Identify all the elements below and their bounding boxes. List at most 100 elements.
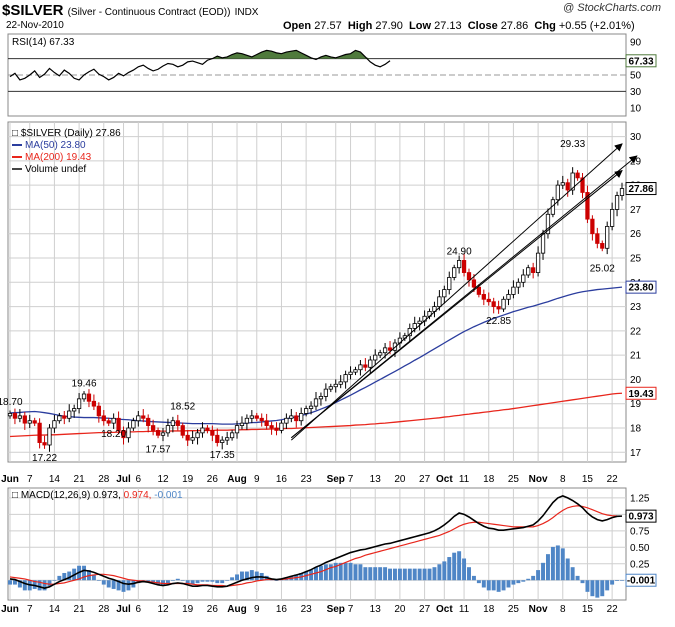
macd-x-tick-label: 14 [49, 604, 61, 615]
rsi-title: RSI(14) 67.33 [12, 37, 75, 48]
price-x-tick-label: 28 [98, 474, 110, 485]
candle-body [225, 437, 230, 441]
macd-x-tick-label: 13 [370, 604, 382, 615]
candle-body [299, 413, 304, 422]
price-box-label: 23.80 [628, 283, 653, 294]
candle-body [200, 427, 205, 434]
price-x-tick-label: 8 [560, 474, 566, 485]
macd-histogram-bar [590, 580, 595, 597]
macd-histogram-bar [111, 580, 116, 589]
price-y-tick-label: 19 [630, 399, 642, 410]
candle-body [526, 267, 531, 276]
macd-histogram-bar [210, 580, 215, 582]
price-x-tick-label: 7 [27, 474, 33, 485]
macd-histogram-bar [37, 580, 42, 591]
macd-histogram-bar [437, 564, 442, 581]
chg-value: +0.55 (+2.01%) [558, 20, 635, 32]
macd-x-tick-label: 26 [207, 604, 219, 615]
macd-histogram-bar [239, 571, 244, 581]
candle-body [452, 267, 457, 278]
macd-histogram-bar [318, 565, 323, 581]
macd-histogram-bar [392, 568, 397, 581]
candle-body [382, 347, 388, 354]
price-annotation: 17.57 [146, 444, 171, 455]
macd-histogram-bar [215, 580, 220, 584]
macd-x-tick-label: 25 [508, 604, 520, 615]
price-y-tick-label: 29 [630, 156, 642, 167]
price-annotation: 18.20 [101, 429, 126, 440]
macd-histogram-bar [17, 580, 22, 588]
macd-x-tick-label: 7 [348, 604, 354, 615]
candle-body [580, 177, 585, 193]
candle-body [545, 213, 551, 235]
legend-entry: MA(50) 23.80 [25, 140, 86, 151]
macd-title: □ MACD(12,26,9) 0.973, 0.974, -0.001 [12, 490, 183, 501]
macd-histogram-bar [205, 580, 210, 582]
candle-body [348, 371, 353, 375]
candle-body [220, 439, 225, 443]
candle-body [146, 417, 151, 426]
candle-body [234, 425, 240, 434]
price-y-tick-label: 27 [630, 205, 642, 216]
candle-body [274, 427, 279, 431]
price-annotation: 25.02 [590, 264, 615, 275]
price-box-box [625, 386, 657, 400]
macd-histogram-bar [462, 558, 467, 581]
macd-x-tick-label: Jul [116, 604, 131, 615]
candle-body [12, 413, 18, 419]
candle-body [284, 417, 289, 424]
macd-histogram-bar [175, 578, 180, 581]
macd-x-tick-label: 19 [182, 604, 194, 615]
candle-body [560, 182, 565, 186]
candle-body [32, 420, 37, 424]
symbol-title: $SILVER (Silver - Continuous Contract (E… [2, 2, 258, 19]
candle-body [180, 425, 185, 436]
candle-body [368, 359, 373, 368]
candle-body [540, 233, 546, 254]
macd-histogram-bar [165, 580, 170, 584]
macd-histogram-bar [244, 571, 249, 581]
candle-body [249, 415, 254, 419]
macd-histogram-bar [200, 580, 205, 582]
candle-body [570, 172, 575, 191]
chg-label: Chg [534, 20, 556, 32]
macd-histogram-bar [526, 578, 531, 581]
macd-histogram-bar [496, 580, 501, 592]
macd-x-tick-label: 21 [74, 604, 86, 615]
macd-x-tick-label: 18 [483, 604, 495, 615]
candle-body [333, 383, 338, 388]
candle-body [160, 432, 166, 436]
price-y-tick-label: 21 [630, 351, 642, 362]
price-x-tick-label: 26 [207, 474, 219, 485]
macd-x-tick-label: Sep [327, 604, 345, 615]
candle-body [585, 192, 590, 220]
candle-body [165, 425, 171, 434]
macd-histogram-bar [22, 580, 27, 591]
candle-body [47, 427, 52, 446]
macd-histogram-bar [481, 580, 486, 588]
macd-histogram-bar [565, 558, 570, 581]
macd-histogram-bar [521, 580, 526, 582]
quote-summary: Open 27.57 High 27.90 Low 27.13 Close 27… [283, 20, 635, 32]
candle-body [476, 286, 481, 295]
candle-body [387, 347, 393, 351]
macd-histogram-bar [254, 571, 259, 581]
macd-histogram-bar [373, 567, 378, 581]
macd-histogram-bar [52, 580, 57, 581]
price-annotation: 18.52 [170, 401, 195, 412]
macd-histogram-bar [180, 580, 185, 581]
macd-histogram-bar [447, 557, 452, 581]
macd-x-tick-label: Jun [1, 604, 19, 615]
macd-histogram-bar [32, 580, 37, 589]
rsi-y-tick-label: 30 [630, 87, 642, 98]
macd-histogram-bar [511, 580, 516, 585]
macd-x-tick-label: 12 [157, 604, 169, 615]
macd-x-tick-label: 22 [607, 604, 619, 615]
macd-histogram-bar [471, 575, 476, 581]
candle-body [304, 408, 309, 414]
price-x-tick-label: 25 [508, 474, 520, 485]
candle-body [447, 277, 452, 290]
rsi-y-tick-label: 90 [630, 38, 642, 49]
candle-body [106, 420, 111, 424]
price-y-tick-label: 30 [630, 132, 642, 143]
